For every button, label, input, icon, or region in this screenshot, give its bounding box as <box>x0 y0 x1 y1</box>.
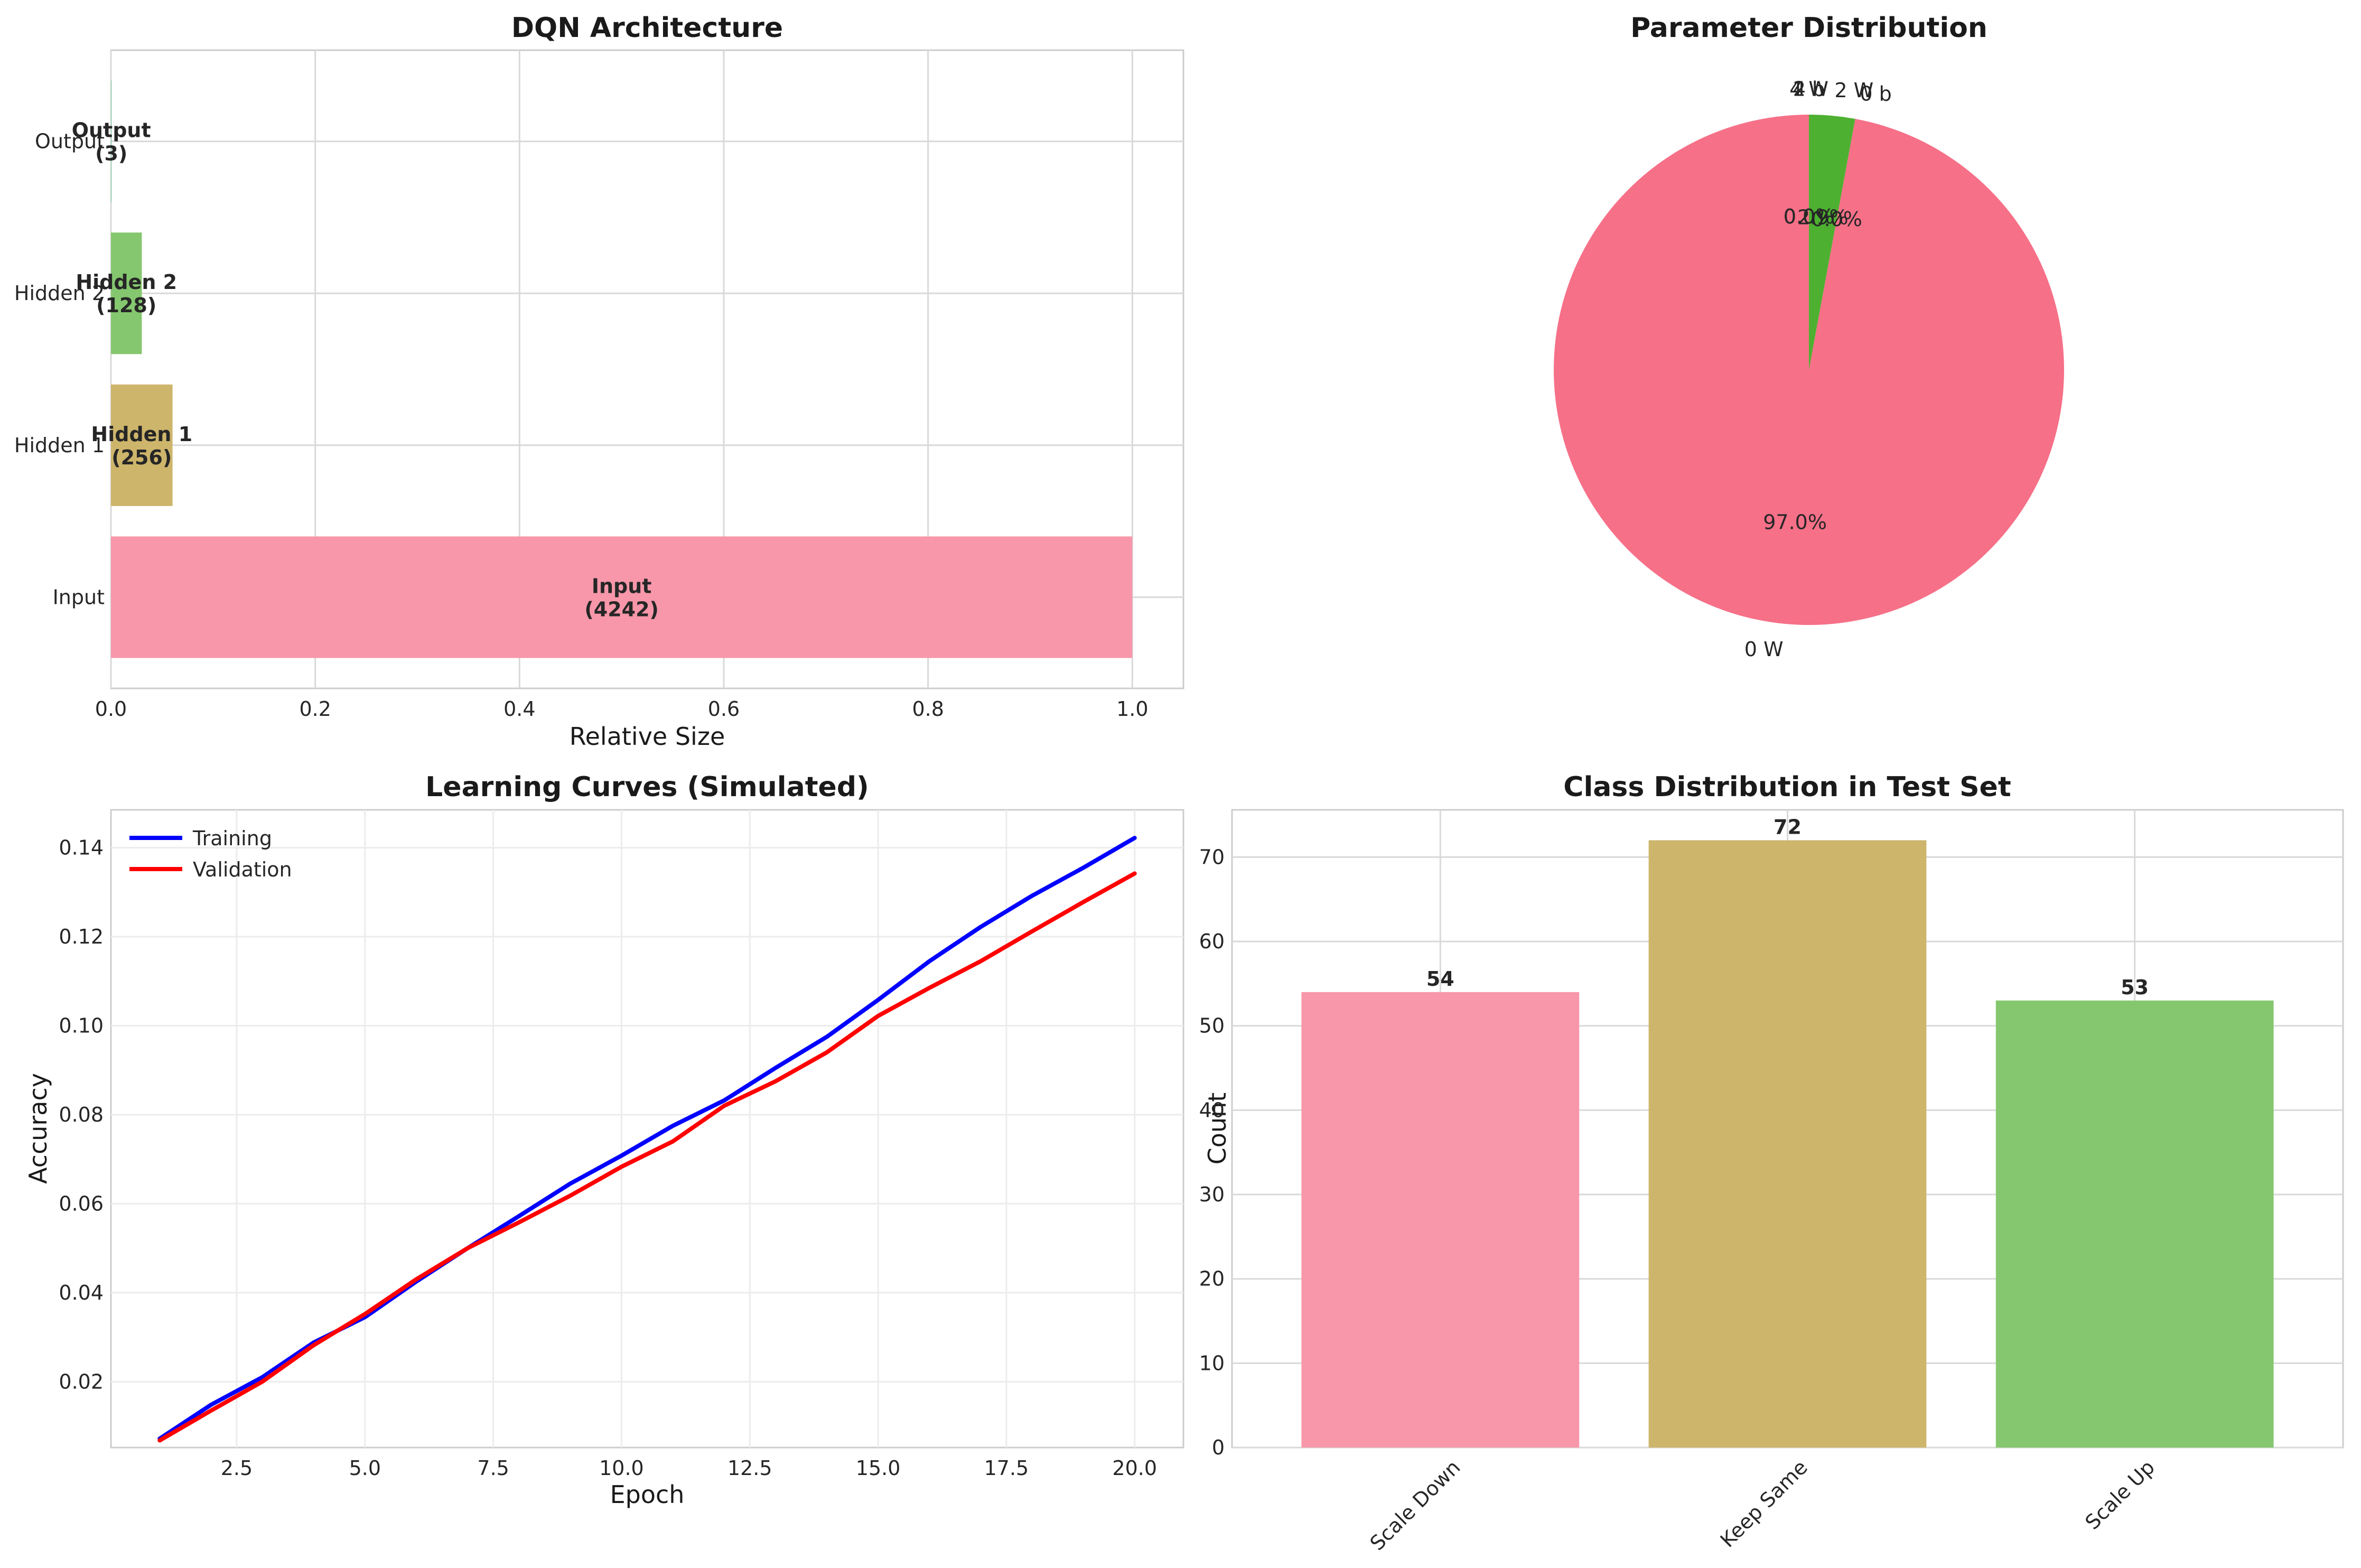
parameter-slice-percent: 0.0% <box>1784 205 1835 228</box>
architecture-bar-count: (128) <box>96 294 156 317</box>
architecture-y-tick-label: Hidden 1 <box>14 434 105 457</box>
architecture-panel: DQN Architecture Relative Size 0.0 0.2 0.4… <box>14 12 1184 751</box>
learning-panel: Learning Curves (Simulated) Epoch Accura… <box>24 771 1184 1509</box>
class-panel: Class Distribution in Test Set Count 0 10… <box>1199 771 2344 1555</box>
architecture-x-tick-label: 0.4 <box>503 697 535 721</box>
class-y-tick-label: 50 <box>1199 1014 1225 1038</box>
architecture-y-tick-label: Hidden 2 <box>14 282 105 305</box>
architecture-bar-label: Output <box>72 119 151 142</box>
learning-y-tick-label: 0.02 <box>59 1370 104 1393</box>
learning-y-tick-label: 0.12 <box>59 925 104 948</box>
parameter-slice-percent: 0.0% <box>1811 208 1862 231</box>
learning-x-tick-label: 15.0 <box>856 1457 901 1480</box>
learning-y-axis-label: Accuracy <box>24 1073 52 1184</box>
architecture-bar-label: Hidden 1 <box>91 423 192 446</box>
parameter-title: Parameter Distribution <box>1630 12 1987 44</box>
class-bar-value: 72 <box>1774 815 1802 838</box>
class-y-tick-label: 40 <box>1199 1098 1225 1122</box>
architecture-bar-label: Hidden 2 <box>76 270 177 294</box>
class-bar <box>1648 840 1927 1448</box>
class-y-axis-label: Count <box>1203 1093 1231 1165</box>
architecture-title: DQN Architecture <box>511 12 783 44</box>
architecture-bar-count: (256) <box>111 446 172 469</box>
learning-y-tick-label: 0.04 <box>59 1281 104 1304</box>
architecture-bar-count: (4242) <box>584 598 659 621</box>
class-bar-value: 54 <box>1426 967 1454 991</box>
parameter-slice-percent: 97.0% <box>1763 511 1827 534</box>
architecture-x-tick-label: 0.2 <box>299 697 331 721</box>
learning-x-tick-label: 5.0 <box>349 1457 381 1480</box>
architecture-bar <box>111 536 1133 658</box>
learning-legend: Training Validation <box>129 827 292 881</box>
architecture-x-tick-label: 0.8 <box>912 697 944 721</box>
learning-x-tick-label: 12.5 <box>727 1457 772 1480</box>
class-bar <box>1301 992 1580 1448</box>
learning-x-tick-label: 2.5 <box>221 1457 253 1480</box>
architecture-bar-label: Input <box>592 574 652 598</box>
class-bar <box>1995 1000 2274 1448</box>
learning-x-tick-label: 20.0 <box>1112 1457 1157 1480</box>
learning-y-tick-label: 0.14 <box>59 836 104 860</box>
learning-plot-area <box>110 809 1184 1449</box>
class-bar-value: 53 <box>2121 976 2149 999</box>
class-title: Class Distribution in Test Set <box>1563 771 2011 803</box>
learning-x-tick-label: 10.0 <box>599 1457 644 1480</box>
learning-x-tick-label: 7.5 <box>477 1457 509 1480</box>
architecture-x-tick-label: 0.6 <box>708 697 740 721</box>
architecture-x-axis-label: Relative Size <box>570 722 725 751</box>
learning-title: Learning Curves (Simulated) <box>425 771 869 803</box>
learning-y-tick-label: 0.08 <box>59 1103 104 1126</box>
architecture-x-tick-label: 0.0 <box>95 697 127 721</box>
class-y-tick-label: 60 <box>1199 930 1225 953</box>
parameter-slice-label: 4 W <box>1789 78 1828 101</box>
parameter-slice-label: 2 W <box>1834 79 1873 102</box>
legend-validation-label: Validation <box>193 858 292 881</box>
parameter-slice-label: 0 b <box>1860 82 1891 106</box>
architecture-bar <box>111 384 173 506</box>
architecture-bar <box>111 232 142 354</box>
parameter-slice <box>1554 115 2065 625</box>
architecture-x-tick-label: 1.0 <box>1116 697 1148 721</box>
class-y-tick-label: 70 <box>1199 845 1225 869</box>
architecture-bar-count: (3) <box>95 142 127 165</box>
class-y-tick-label: 10 <box>1199 1351 1225 1375</box>
parameter-slice-percent: 2.9% <box>1797 206 1849 229</box>
learning-y-tick-label: 0.06 <box>59 1192 104 1215</box>
class-y-tick-label: 30 <box>1199 1183 1225 1206</box>
learning-x-axis-label: Epoch <box>610 1480 685 1509</box>
parameter-slice-label: 0 W <box>1744 638 1784 661</box>
class-y-tick-label: 0 <box>1212 1436 1225 1459</box>
learning-x-tick-label: 17.5 <box>984 1457 1029 1480</box>
architecture-y-tick-label: Output <box>35 130 105 153</box>
parameter-panel: Parameter Distribution 97.0% 0.0%2.9%0.0%… <box>1554 12 2065 661</box>
class-y-tick-label: 20 <box>1199 1267 1225 1291</box>
parameter-slice-percent: 0.0% <box>1784 205 1835 228</box>
architecture-y-tick-label: Input <box>53 585 105 609</box>
parameter-slice-label: 2 b <box>1793 78 1825 101</box>
legend-training-label: Training <box>192 827 272 850</box>
parameter-slice-percent: 0.0% <box>1784 205 1835 228</box>
parameter-slice <box>1809 115 1855 370</box>
parameter-slice-label: 4 b <box>1793 78 1825 101</box>
learning-y-tick-label: 0.10 <box>59 1014 104 1038</box>
learning-series-line-validation <box>157 871 1137 1443</box>
